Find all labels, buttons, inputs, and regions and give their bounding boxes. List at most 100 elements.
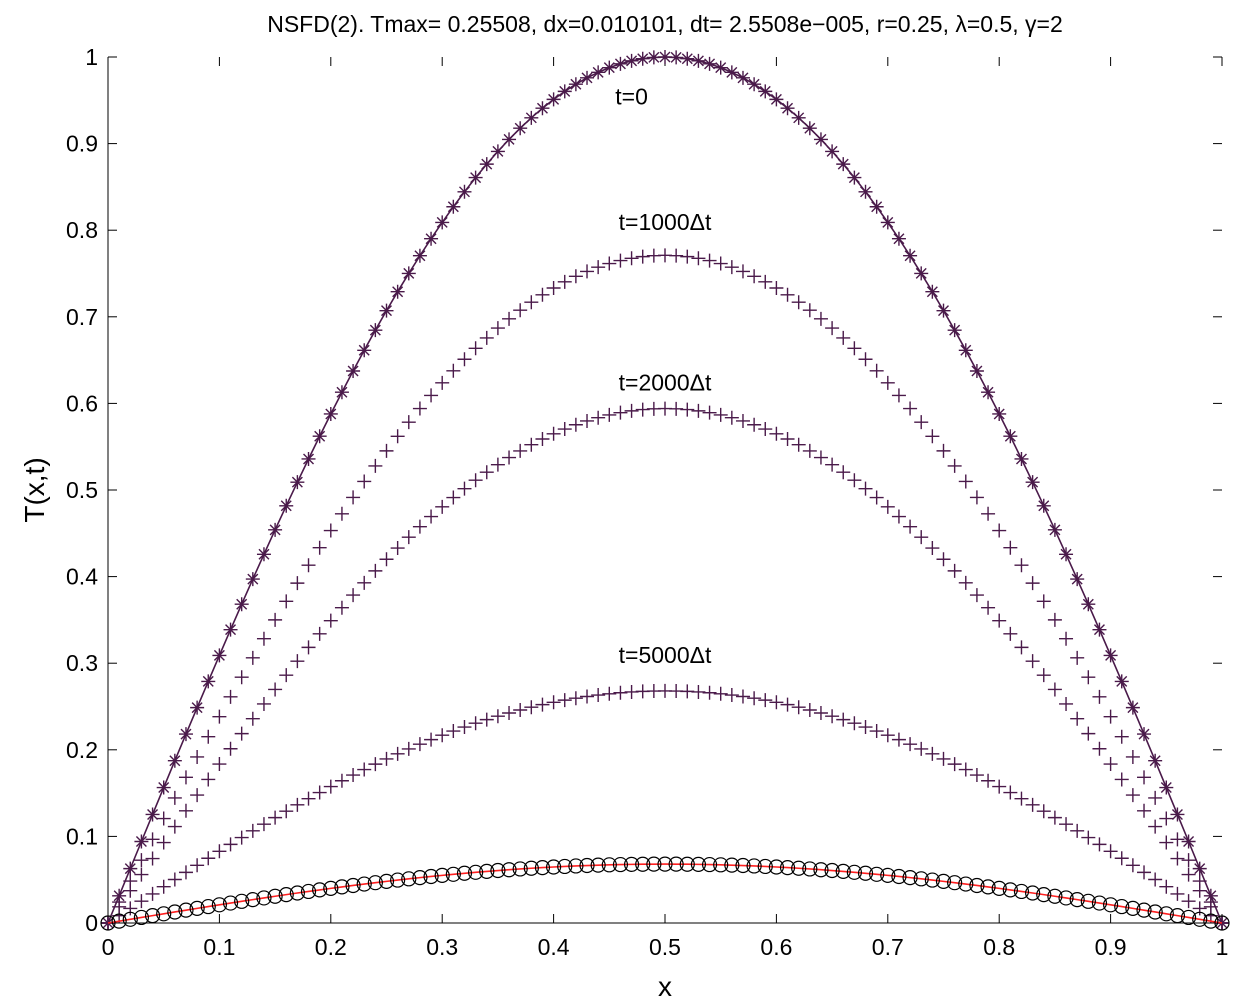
data-point <box>1013 883 1030 900</box>
data-point <box>646 50 661 65</box>
data-point <box>947 875 963 891</box>
data-point <box>456 865 473 881</box>
data-point <box>947 323 962 338</box>
data-point <box>880 499 895 514</box>
y-tick-label: 0.8 <box>66 217 98 243</box>
data-point <box>535 287 550 302</box>
data-point <box>279 498 294 513</box>
data-point <box>590 857 606 873</box>
data-point <box>858 184 873 199</box>
data-point <box>936 751 951 766</box>
data-point <box>1170 832 1185 847</box>
data-point <box>524 437 539 452</box>
data-point <box>1103 648 1118 663</box>
data-point <box>691 403 706 418</box>
data-point <box>958 575 973 590</box>
data-point <box>1036 668 1051 683</box>
data-point <box>424 388 439 403</box>
data-point <box>1125 749 1140 764</box>
data-point <box>357 762 372 777</box>
data-point <box>825 321 840 336</box>
data-point <box>635 249 650 264</box>
data-point <box>178 727 193 742</box>
data-point <box>200 898 216 915</box>
data-point <box>535 432 550 447</box>
data-point <box>824 862 840 879</box>
data-point <box>981 600 996 615</box>
data-point <box>1170 851 1185 866</box>
data-point <box>635 51 650 66</box>
data-point <box>1137 803 1152 818</box>
data-point <box>379 552 394 567</box>
data-point <box>602 256 617 271</box>
data-point <box>323 779 338 794</box>
data-point <box>847 716 862 731</box>
data-point <box>1192 883 1207 898</box>
data-point <box>512 861 528 877</box>
data-point <box>802 303 817 318</box>
data-point <box>412 519 427 534</box>
data-point <box>356 876 372 892</box>
data-point <box>646 856 662 872</box>
data-point <box>268 522 283 537</box>
data-point <box>1036 887 1052 903</box>
data-point <box>1081 597 1096 612</box>
x-tick-label: 0.3 <box>426 934 458 960</box>
data-point <box>479 330 494 345</box>
data-point <box>1003 429 1018 444</box>
data-point <box>189 900 205 916</box>
data-point <box>1114 772 1129 787</box>
data-point <box>256 817 271 832</box>
x-ticks: 0 0.1 0.2 0.3 0.4 0.5 0.6 0.7 0.8 0.9 1 <box>102 57 1228 960</box>
data-point <box>367 875 383 891</box>
data-point <box>535 101 550 116</box>
data-point <box>601 857 617 873</box>
data-point <box>880 215 895 230</box>
data-point <box>869 199 884 214</box>
data-point <box>1059 696 1074 711</box>
data-point <box>502 311 517 326</box>
data-point <box>546 695 561 710</box>
data-point <box>490 862 506 879</box>
data-point <box>1114 674 1129 689</box>
data-point <box>557 858 573 875</box>
data-point <box>234 597 249 612</box>
data-point <box>1014 558 1029 573</box>
data-point <box>357 575 372 590</box>
data-point <box>869 363 884 378</box>
data-point <box>857 865 874 881</box>
data-point <box>914 530 929 545</box>
data-point <box>279 594 294 609</box>
data-point <box>178 865 193 880</box>
data-point <box>958 876 974 892</box>
data-point <box>924 872 940 888</box>
data-point <box>746 858 762 874</box>
data-point <box>1091 895 1108 911</box>
data-point <box>424 732 439 747</box>
data-point <box>401 415 416 430</box>
data-point <box>981 506 996 521</box>
data-point <box>891 732 906 747</box>
y-tick-label: 0.3 <box>66 650 98 676</box>
data-point <box>791 700 806 715</box>
data-point <box>312 540 327 555</box>
data-point <box>635 856 651 872</box>
data-point <box>591 65 606 80</box>
data-point <box>123 901 138 916</box>
series-layer <box>100 50 1230 931</box>
data-point <box>668 856 684 872</box>
data-point <box>201 851 216 866</box>
data-point <box>1003 540 1018 555</box>
data-point <box>568 858 584 874</box>
data-point <box>635 402 650 417</box>
data-point <box>969 877 985 894</box>
data-point <box>1159 811 1174 826</box>
data-point <box>1047 888 1063 904</box>
data-point <box>290 654 305 669</box>
data-point <box>969 490 984 505</box>
data-point <box>1002 882 1018 898</box>
data-point <box>245 572 260 587</box>
data-point <box>669 248 684 263</box>
data-point <box>379 303 394 318</box>
annotation-layer: t=0 t=1000Δt t=2000Δt t=5000Δt <box>615 84 712 669</box>
